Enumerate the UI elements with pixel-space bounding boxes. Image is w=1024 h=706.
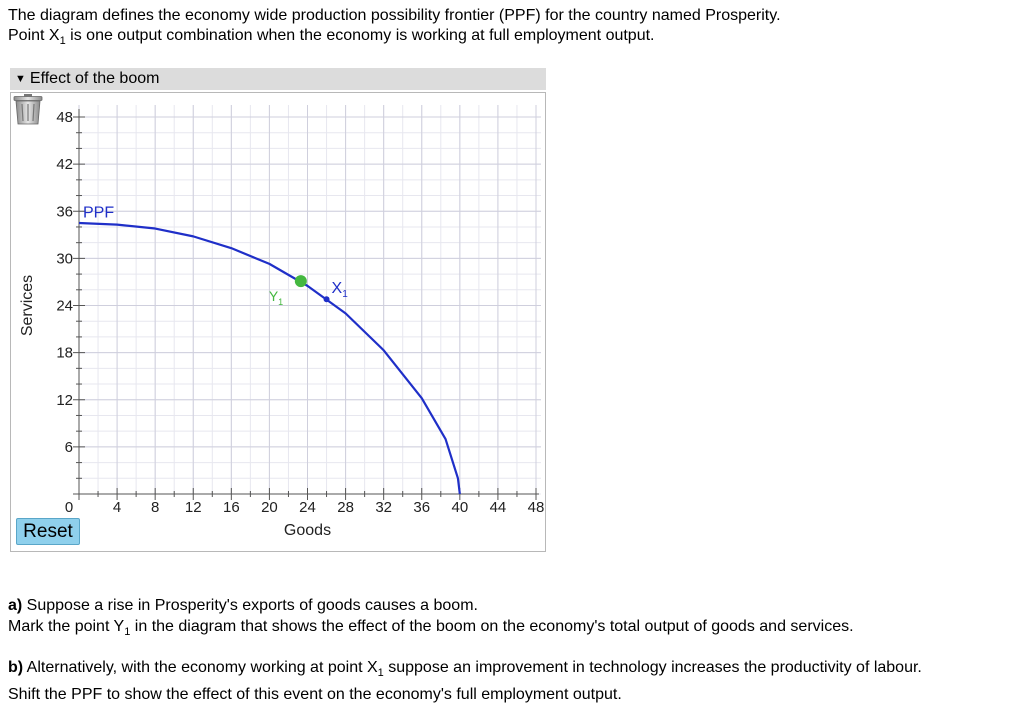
- x-tick-label: 24: [299, 499, 316, 516]
- question-b: b) Alternatively, with the economy worki…: [8, 657, 922, 705]
- x-tick-label: 8: [151, 499, 159, 516]
- panel-header[interactable]: ▼ Effect of the boom: [10, 68, 546, 90]
- ppf-curve: [78, 221, 461, 495]
- intro-text: The diagram defines the economy wide pro…: [8, 6, 781, 51]
- y-tick-label: 42: [56, 156, 73, 173]
- point-y1-marker: [294, 275, 307, 288]
- y-tick-label: 6: [65, 439, 73, 456]
- y-tick-label: 36: [56, 203, 73, 220]
- x-tick-label: 12: [185, 499, 202, 516]
- question-b-line-1: b) Alternatively, with the economy worki…: [8, 659, 922, 680]
- x-tick-label: 48: [528, 499, 545, 516]
- reset-button[interactable]: Reset: [16, 518, 80, 545]
- x-tick-label: 36: [413, 499, 430, 516]
- question-a: a) Suppose a rise in Prosperity's export…: [8, 595, 854, 643]
- point-x1-label: X1: [332, 280, 349, 300]
- x-tick-label: 20: [261, 499, 278, 516]
- question-a-line-1: a) Suppose a rise in Prosperity's export…: [8, 597, 478, 614]
- x-tick-label: 40: [451, 499, 468, 516]
- point-y1-label: Y1: [269, 288, 283, 307]
- intro-line-1: The diagram defines the economy wide pro…: [8, 7, 781, 24]
- y-tick-label: 12: [56, 392, 73, 409]
- point-x1-marker: [323, 296, 330, 303]
- ppf-label: PPF: [83, 204, 114, 221]
- graph-panel: 0 4 8 12 16 20 24 28 32 36 40 44 48 6 12 18 24 30 36 42 48 Go…: [10, 92, 546, 552]
- x-tick-label: 28: [337, 499, 354, 516]
- y-tick-label: 30: [56, 250, 73, 267]
- intro-line-2: Point X1 is one output combination when …: [8, 27, 655, 48]
- question-b-line-2: Shift the PPF to show the effect of this…: [8, 686, 622, 704]
- panel-title: Effect of the boom: [29, 70, 160, 87]
- x-tick-label: 44: [490, 499, 507, 516]
- x-tick-label: 16: [223, 499, 240, 516]
- x-tick-label: 4: [113, 499, 121, 516]
- question-a-line-2: Mark the point Y1 in the diagram that sh…: [8, 618, 854, 639]
- trash-icon[interactable]: [11, 93, 45, 125]
- y-tick-label: 18: [56, 345, 73, 362]
- x-tick-label: 0: [65, 499, 73, 516]
- triangle-down-icon[interactable]: ▼: [15, 73, 26, 85]
- x-tick-label: 32: [375, 499, 392, 516]
- ppf-chart[interactable]: 0 4 8 12 16 20 24 28 32 36 40 44 48612182430364248Go…: [11, 93, 545, 551]
- y-tick-label: 24: [56, 298, 73, 315]
- y-axis-label: Services: [19, 275, 36, 336]
- x-axis-label: Goods: [284, 522, 331, 539]
- y-tick-label: 48: [56, 109, 73, 126]
